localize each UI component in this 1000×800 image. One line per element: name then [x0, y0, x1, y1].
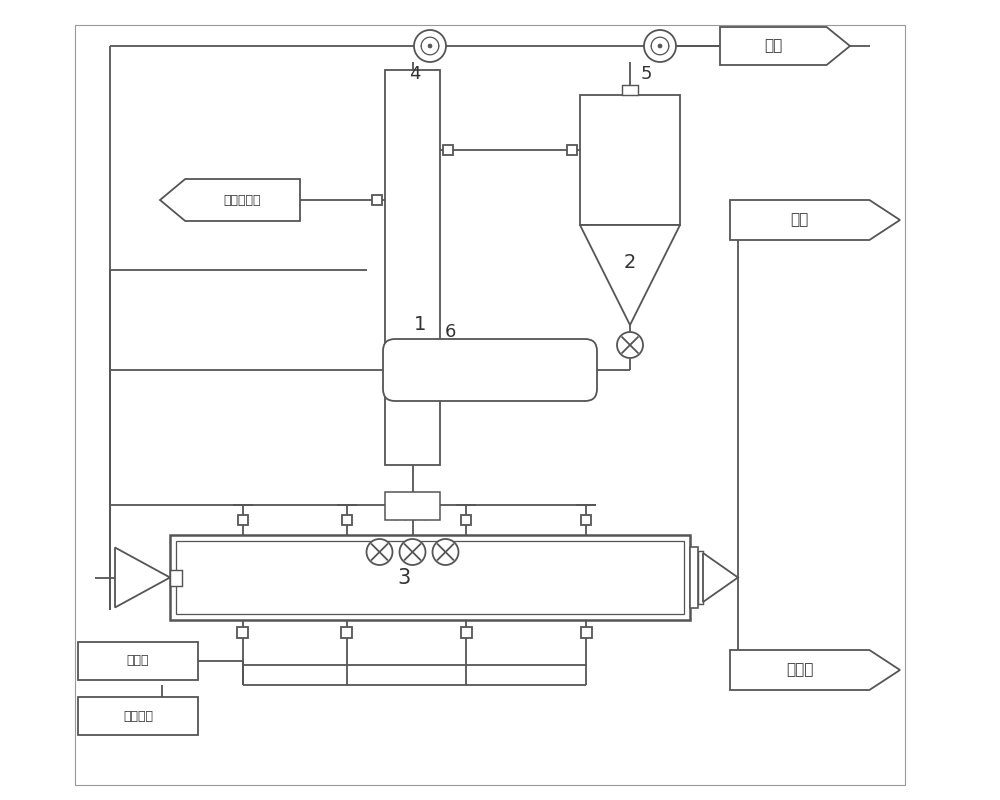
Circle shape [432, 539, 458, 565]
Bar [170, 570, 182, 586]
Text: 分子筛: 分子筛 [786, 662, 813, 678]
Circle shape [366, 539, 392, 565]
Polygon shape [160, 179, 300, 221]
Bar [238, 515, 248, 525]
Bar [622, 85, 638, 95]
Bar [580, 95, 680, 225]
Text: 尾气: 尾气 [764, 38, 782, 54]
Bar [78, 697, 198, 735]
Text: 5: 5 [640, 65, 652, 83]
Text: 3: 3 [397, 567, 411, 587]
Bar [581, 515, 591, 525]
Circle shape [617, 332, 643, 358]
Polygon shape [730, 650, 900, 690]
Bar [580, 626, 592, 638]
FancyBboxPatch shape [383, 339, 597, 401]
Bar [443, 145, 453, 155]
Text: 4: 4 [409, 65, 421, 83]
Bar [342, 515, 352, 525]
Text: 助燃空气: 助燃空气 [123, 710, 153, 722]
Text: 6: 6 [444, 323, 456, 341]
Bar [385, 492, 440, 520]
Circle shape [644, 30, 676, 62]
Text: 分子筛料浆: 分子筛料浆 [224, 194, 261, 206]
Polygon shape [115, 547, 170, 607]
Bar [461, 626, 472, 638]
Bar [567, 145, 577, 155]
Circle shape [414, 30, 446, 62]
Circle shape [658, 44, 662, 48]
Bar [341, 626, 352, 638]
Text: 1: 1 [414, 315, 427, 334]
Polygon shape [703, 553, 738, 602]
Bar [170, 535, 690, 620]
Bar [698, 551, 703, 604]
Bar [690, 547, 698, 608]
Circle shape [428, 44, 432, 48]
Text: 蒸汽: 蒸汽 [791, 213, 809, 227]
Bar [372, 195, 382, 205]
Bar [385, 70, 440, 465]
Bar [237, 626, 248, 638]
Text: 2: 2 [624, 254, 636, 273]
Bar [78, 642, 198, 680]
Bar [75, 25, 905, 785]
Bar [461, 515, 471, 525]
Polygon shape [580, 225, 680, 325]
Polygon shape [730, 200, 900, 240]
Circle shape [400, 539, 426, 565]
Bar [176, 541, 684, 614]
Polygon shape [720, 27, 850, 65]
Text: 天燃气: 天燃气 [127, 654, 149, 667]
